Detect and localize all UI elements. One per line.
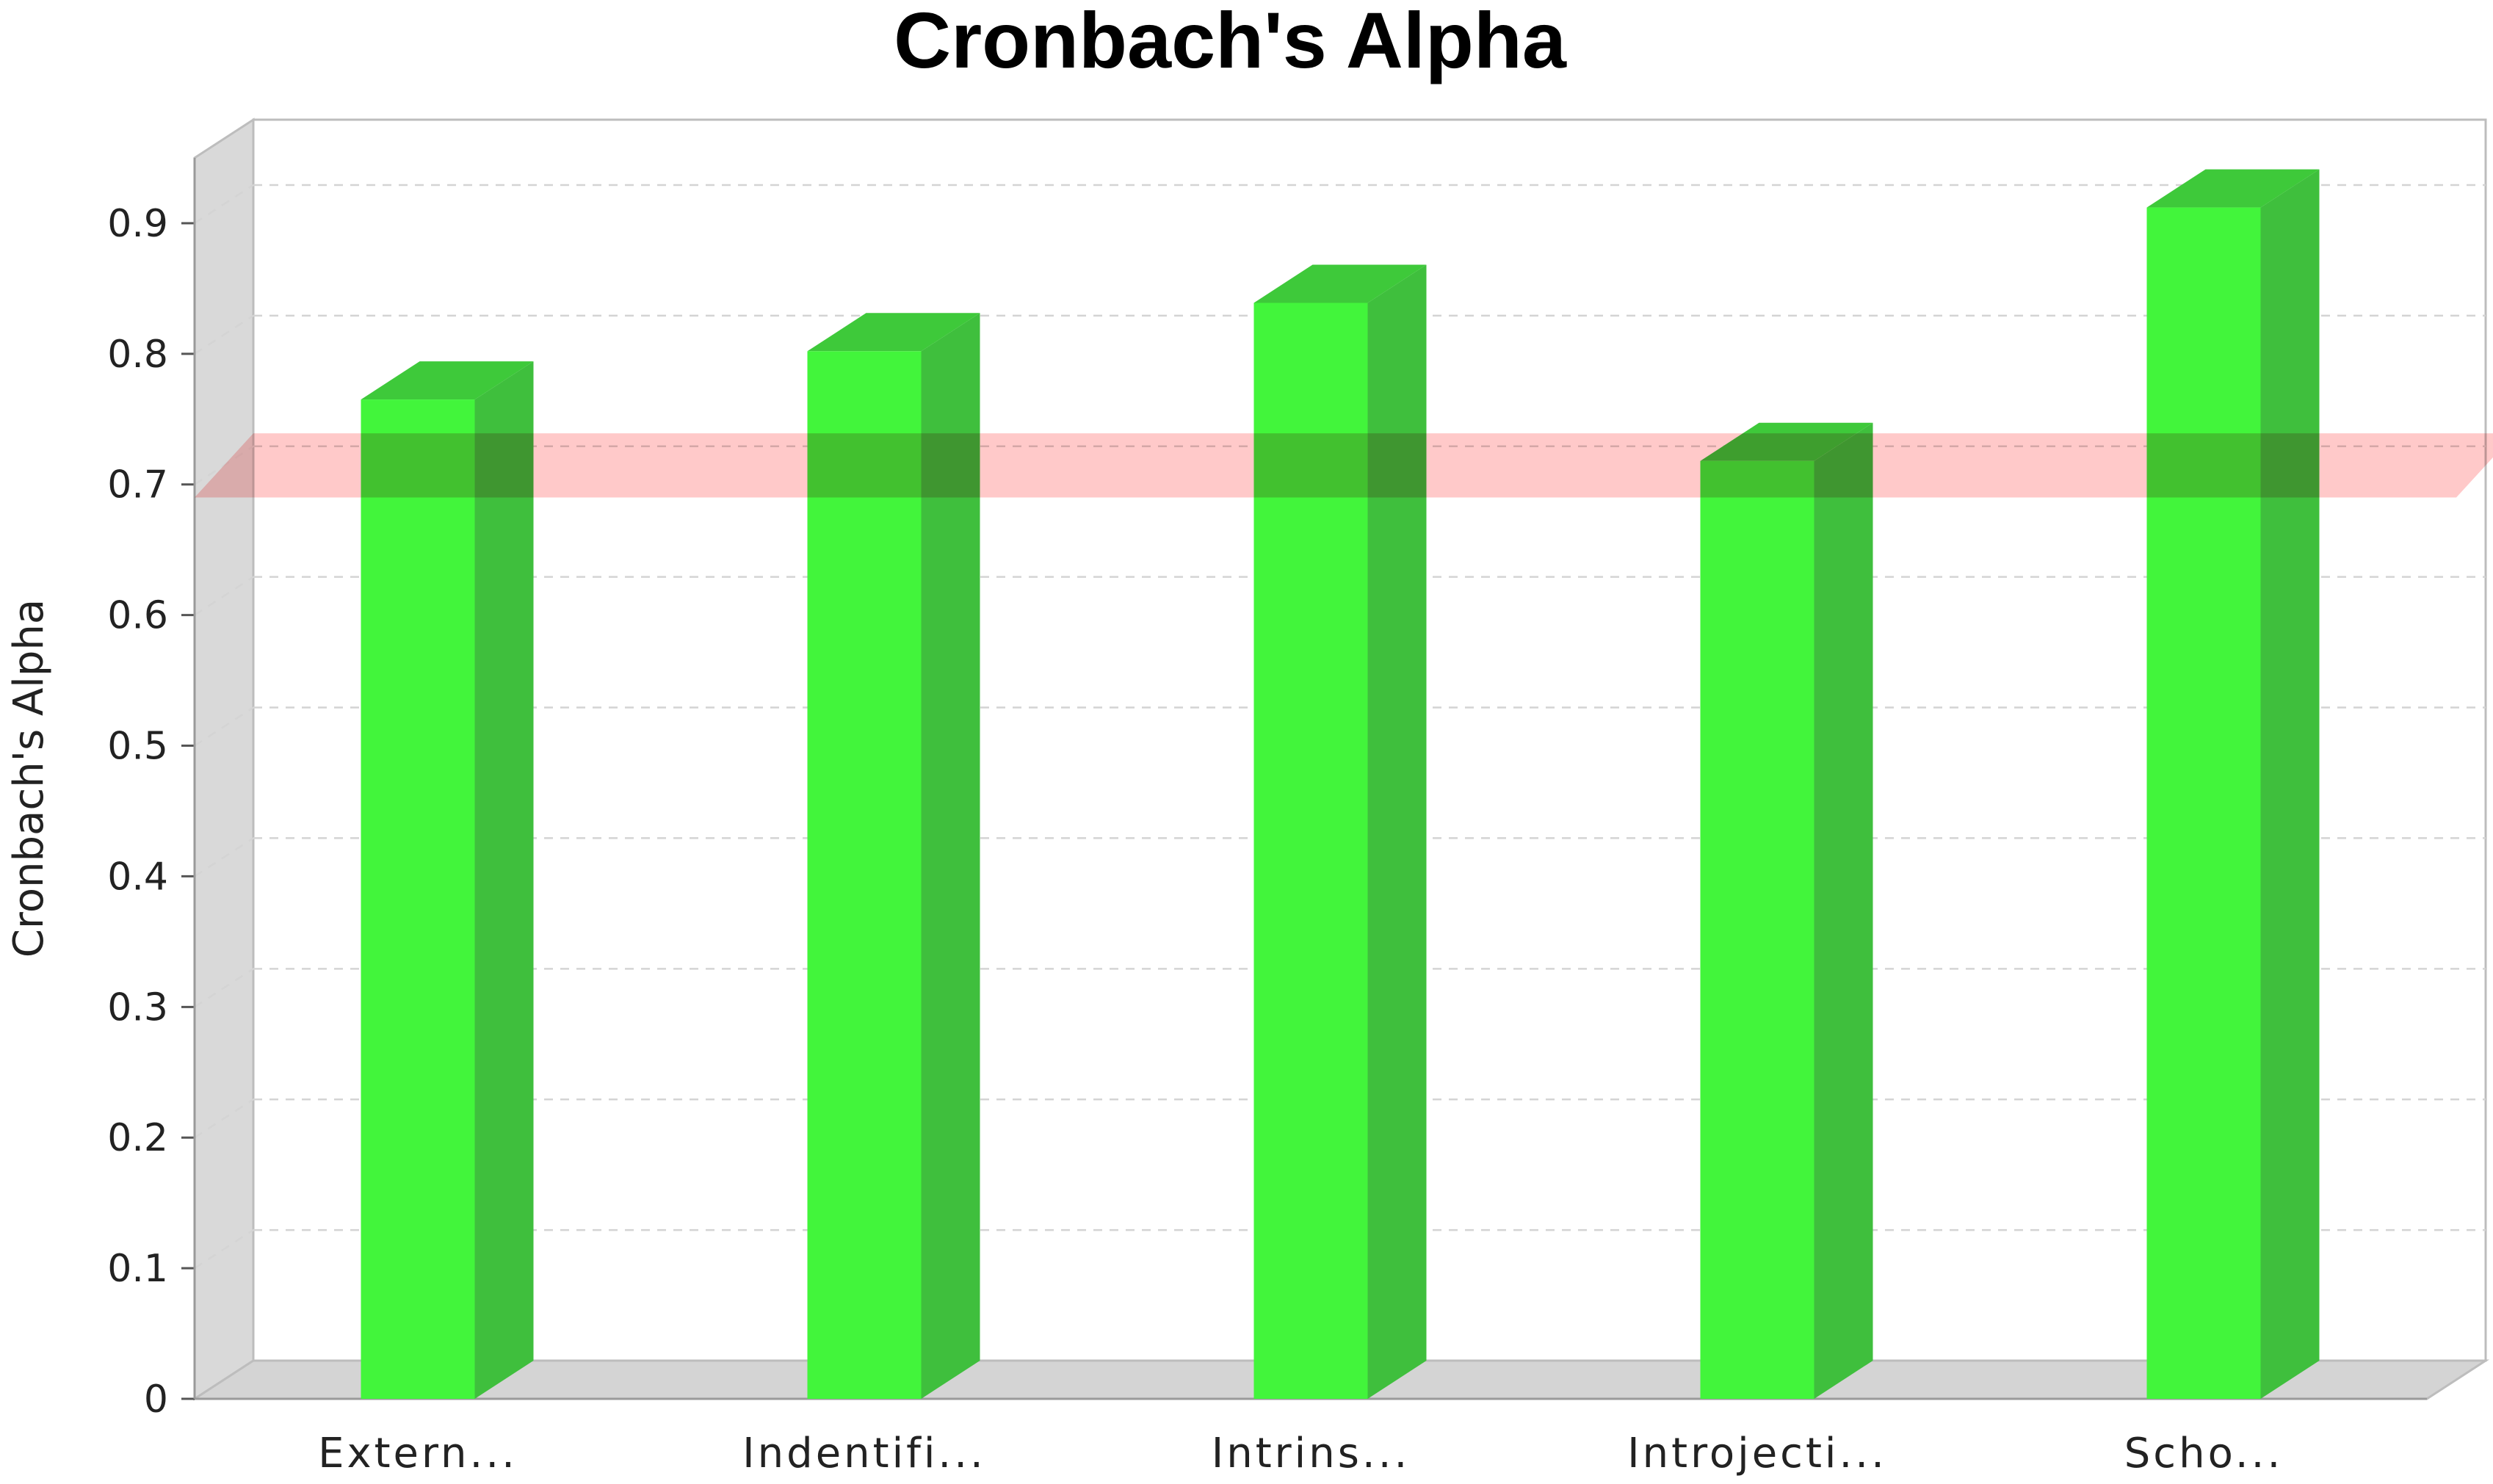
x-tick-label: Extern...	[318, 1430, 518, 1477]
y-tick-label: 0.1	[107, 1247, 168, 1291]
bar-front	[361, 399, 475, 1400]
bar-top	[807, 313, 980, 352]
gridline-wall	[194, 1098, 254, 1139]
y-tick-label: 0.6	[107, 594, 168, 638]
bar-side	[1814, 422, 1873, 1399]
bar-front	[2146, 207, 2261, 1400]
y-tick-label: 0.9	[107, 202, 168, 246]
y-tick-label: 0.2	[107, 1116, 168, 1160]
x-tick-label: Intrins...	[1212, 1430, 1411, 1477]
bar-front	[1700, 460, 1814, 1399]
y-tick-label: 0.7	[107, 463, 168, 507]
bar	[361, 361, 534, 1400]
bar	[807, 313, 980, 1400]
y-tick-label: 0.4	[107, 855, 168, 899]
gridline-wall	[194, 576, 254, 616]
x-tick-label: Introjecti...	[1627, 1430, 1887, 1477]
bar-top	[1253, 264, 1427, 303]
gridline-wall	[194, 314, 254, 355]
y-axis-title: Cronbach's Alpha	[5, 599, 53, 958]
gridline-wall	[194, 184, 254, 224]
gridline-wall	[194, 706, 254, 747]
y-tick-label: 0	[144, 1378, 168, 1422]
bar	[2146, 169, 2320, 1400]
bar-side	[474, 361, 534, 1400]
gridline-wall	[194, 968, 254, 1008]
gridline-wall	[194, 445, 254, 485]
bar-top	[2146, 169, 2320, 208]
reference-band	[195, 433, 2493, 498]
x-tick-label: Scho...	[2124, 1430, 2284, 1477]
chart-title: Cronbach's Alpha	[894, 0, 1567, 84]
y-tick-label: 0.8	[107, 333, 168, 377]
bar-side	[1367, 264, 1427, 1400]
gridline-wall	[194, 837, 254, 877]
y-tick-label: 0.3	[107, 985, 168, 1029]
plot-left-wall	[193, 117, 255, 1401]
bar-top	[361, 361, 534, 400]
plot-area: 0 0.1 0.2 0.3 0.4 0.5 0.6 0.7 0.8 0.9 Extern... Ind…	[107, 117, 2493, 1477]
x-tick-label: Indentifi...	[742, 1430, 986, 1477]
y-tick-label: 0.5	[107, 725, 168, 769]
bar-side	[921, 313, 980, 1400]
bar	[1700, 422, 1873, 1399]
bar-side	[2260, 169, 2320, 1400]
gridline-wall	[194, 1229, 254, 1270]
bar-front	[807, 351, 922, 1400]
